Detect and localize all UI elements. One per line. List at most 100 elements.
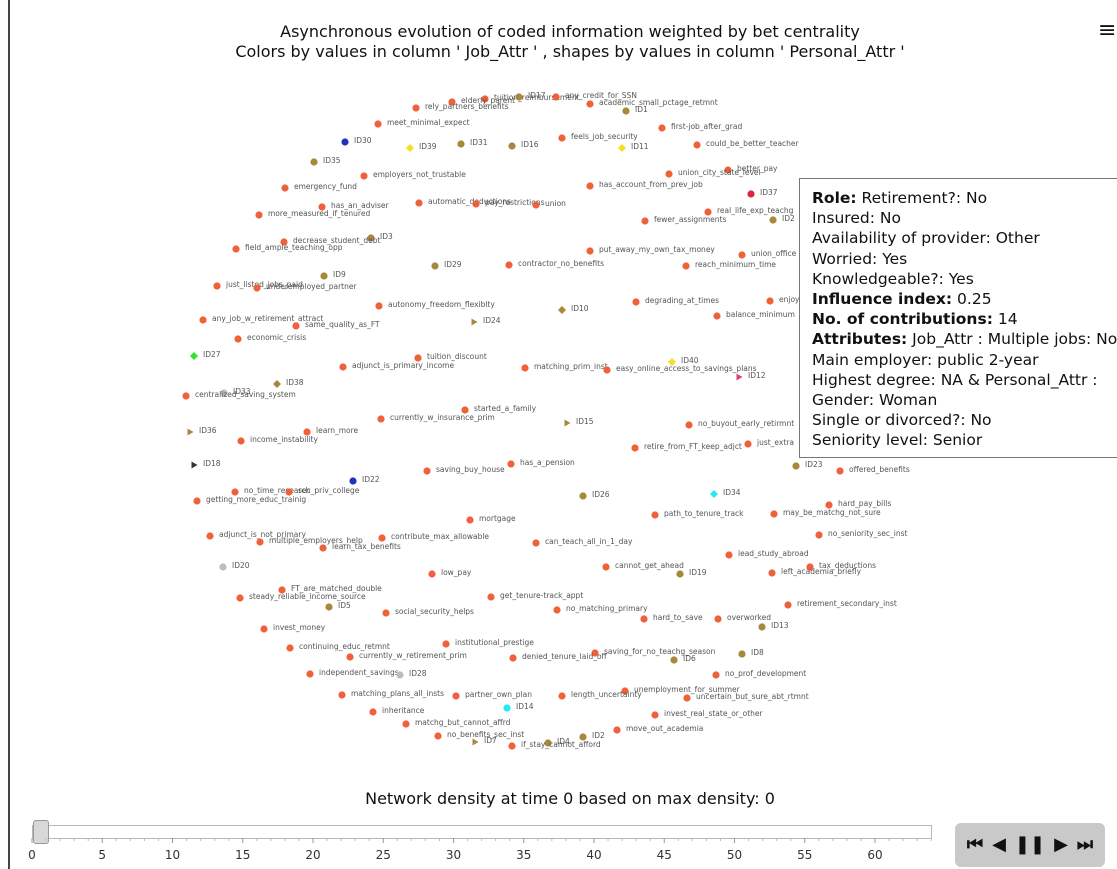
node-marker[interactable] [685,421,693,429]
node-marker[interactable] [714,615,722,623]
node-marker[interactable] [558,134,566,142]
node-marker[interactable] [461,406,469,414]
first-frame-button[interactable]: ⏮ [966,834,984,855]
node-marker[interactable] [193,497,201,505]
node-marker[interactable] [784,601,792,609]
node-marker[interactable] [766,297,774,305]
node-marker[interactable] [285,488,293,496]
node-marker[interactable] [579,733,587,741]
node-marker[interactable] [586,182,594,190]
node-marker[interactable] [602,563,610,571]
node-marker[interactable] [676,570,684,578]
node-marker[interactable] [487,593,495,601]
node-marker[interactable] [564,419,571,427]
node-marker[interactable] [191,461,198,469]
node-marker[interactable] [319,544,327,552]
node-marker[interactable] [632,298,640,306]
node-marker[interactable] [641,217,649,225]
node-marker[interactable] [219,563,227,571]
node-marker[interactable] [503,704,511,712]
node-marker[interactable] [414,354,422,362]
node-marker[interactable] [631,444,639,452]
node-marker[interactable] [738,650,746,658]
node-marker[interactable] [591,649,599,657]
node-marker[interactable] [434,732,442,740]
node-marker[interactable] [256,538,264,546]
node-marker[interactable] [710,490,718,498]
node-marker[interactable] [281,184,289,192]
node-marker[interactable] [792,462,800,470]
node-marker[interactable] [255,211,263,219]
node-marker[interactable] [651,511,659,519]
node-marker[interactable] [515,93,523,101]
node-marker[interactable] [431,262,439,270]
node-marker[interactable] [253,284,261,292]
node-marker[interactable] [552,93,560,101]
node-marker[interactable] [466,516,474,524]
node-marker[interactable] [341,138,349,146]
node-marker[interactable] [693,141,701,149]
node-marker[interactable] [544,739,552,747]
node-marker[interactable] [579,492,587,500]
node-marker[interactable] [471,318,478,326]
node-marker[interactable] [738,251,746,259]
node-marker[interactable] [747,190,755,198]
node-marker[interactable] [668,358,676,366]
node-marker[interactable] [658,124,666,132]
node-marker[interactable] [553,606,561,614]
node-marker[interactable] [507,460,515,468]
next-frame-button[interactable]: ▶ [1054,834,1068,855]
node-marker[interactable] [508,742,516,750]
node-marker[interactable] [603,366,611,374]
node-marker[interactable] [369,708,377,716]
node-marker[interactable] [278,586,286,594]
node-marker[interactable] [758,623,766,631]
node-marker[interactable] [713,312,721,320]
pause-button[interactable]: ❚❚ [1014,834,1046,855]
node-marker[interactable] [452,692,460,700]
node-marker[interactable] [374,120,382,128]
node-marker[interactable] [190,352,198,360]
node-marker[interactable] [234,335,242,343]
node-marker[interactable] [532,201,540,209]
node-marker[interactable] [423,467,431,475]
node-marker[interactable] [232,245,240,253]
node-marker[interactable] [472,738,479,746]
node-marker[interactable] [622,107,630,115]
node-marker[interactable] [280,238,288,246]
node-marker[interactable] [213,282,221,290]
node-marker[interactable] [306,670,314,678]
node-marker[interactable] [586,247,594,255]
node-marker[interactable] [382,609,390,617]
node-marker[interactable] [273,380,281,388]
node-marker[interactable] [505,261,513,269]
node-marker[interactable] [360,172,368,180]
node-marker[interactable] [682,262,690,270]
node-marker[interactable] [836,467,844,475]
node-marker[interactable] [586,100,594,108]
node-marker[interactable] [712,671,720,679]
node-marker[interactable] [532,539,540,547]
node-marker[interactable] [472,200,480,208]
node-marker[interactable] [508,142,516,150]
node-marker[interactable] [182,392,190,400]
node-marker[interactable] [310,158,318,166]
node-marker[interactable] [736,373,743,381]
node-marker[interactable] [320,272,328,280]
node-marker[interactable] [457,140,465,148]
time-slider-track[interactable] [32,825,932,839]
node-marker[interactable] [231,488,239,496]
node-marker[interactable] [651,711,659,719]
node-marker[interactable] [640,615,648,623]
node-marker[interactable] [683,694,691,702]
time-slider-handle[interactable] [33,820,49,844]
node-marker[interactable] [220,389,228,397]
node-marker[interactable] [237,437,245,445]
node-marker[interactable] [613,726,621,734]
node-marker[interactable] [724,166,732,174]
node-marker[interactable] [286,644,294,652]
node-marker[interactable] [618,144,626,152]
node-marker[interactable] [670,656,678,664]
node-marker[interactable] [402,720,410,728]
node-marker[interactable] [303,428,311,436]
